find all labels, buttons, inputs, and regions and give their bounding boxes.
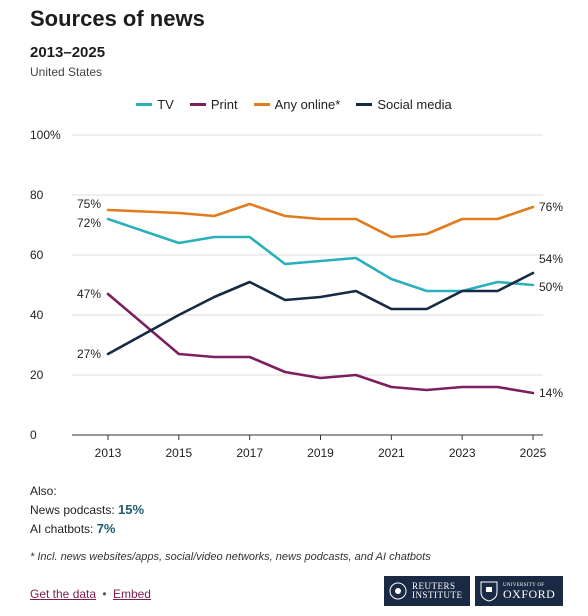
legend-label-tv: TV xyxy=(157,97,174,112)
legend-swatch-online xyxy=(253,103,270,106)
legend-swatch-print xyxy=(189,103,206,106)
also-row-chatbots: AI chatbots: 7% xyxy=(30,521,144,536)
legend-label-social: Social media xyxy=(377,97,452,112)
line-chart: 0 20 40 60 80 100% 2013 2015 2017 2019 2021 2023 202… xyxy=(30,128,563,460)
y-tick-label: 100% xyxy=(30,128,61,142)
y-tick-label: 20 xyxy=(30,368,44,382)
data-label-end-online: 76% xyxy=(539,200,563,214)
also-chatbots-value: 7% xyxy=(96,521,116,536)
x-tick-label: 2019 xyxy=(307,446,334,460)
reuters-emblem-icon xyxy=(389,582,407,600)
footer-links: Get the data • Embed xyxy=(30,587,151,601)
x-tick-label: 2021 xyxy=(378,446,405,460)
series-line-print xyxy=(106,292,535,395)
legend-label-print: Print xyxy=(210,97,238,112)
legend-label-online: Any online* xyxy=(274,97,341,112)
data-label-start-tv: 72% xyxy=(77,216,101,230)
also-chatbots-label: AI chatbots: xyxy=(30,522,97,536)
data-label-start-print: 47% xyxy=(77,287,101,301)
also-colon: : xyxy=(53,484,57,498)
get-data-link[interactable]: Get the data xyxy=(30,587,97,601)
legend-item-print[interactable]: Print xyxy=(189,97,238,112)
oxford-crest-icon xyxy=(480,581,498,602)
embed-link[interactable]: Embed xyxy=(112,587,151,601)
x-tick-label: 2015 xyxy=(165,446,192,460)
x-tick-label: 2017 xyxy=(236,446,263,460)
link-separator: • xyxy=(102,587,107,601)
x-tick-label: 2025 xyxy=(520,446,547,460)
chart-region: United States xyxy=(30,65,103,79)
series-line-social xyxy=(106,271,535,356)
also-section: Also: News podcasts: 15% AI chatbots: 7% xyxy=(30,484,144,536)
oxford-logo-line1: UNIVERSITY OF xyxy=(503,582,545,588)
x-tick-label: 2013 xyxy=(95,446,122,460)
oxford-logo-line2: OXFORD xyxy=(503,586,556,601)
y-tick-label: 60 xyxy=(30,248,44,262)
y-tick-label: 80 xyxy=(30,188,44,202)
also-podcasts-value: 15% xyxy=(118,502,145,517)
data-label-start-social: 27% xyxy=(77,347,101,361)
legend-item-social[interactable]: Social media xyxy=(356,97,452,112)
also-heading: Also: xyxy=(30,484,144,498)
data-label-end-social: 54% xyxy=(539,252,563,266)
y-tick-label: 40 xyxy=(30,308,44,322)
legend-swatch-social xyxy=(356,103,373,106)
chart-legend: TV Print Any online* Social media xyxy=(0,97,588,112)
y-tick-label: 0 xyxy=(30,428,37,442)
reuters-institute-logo[interactable]: REUTERS INSTITUTE xyxy=(384,576,470,606)
chart-title: Sources of news xyxy=(30,6,205,31)
legend-item-tv[interactable]: TV xyxy=(136,97,174,112)
data-label-start-online: 75% xyxy=(77,197,101,211)
chart-subtitle: 2013–2025 xyxy=(30,44,106,61)
also-row-podcasts: News podcasts: 15% xyxy=(30,502,144,517)
also-label: Also xyxy=(30,484,54,498)
reuters-logo-line1: REUTERS xyxy=(412,581,456,591)
series-line-online xyxy=(106,202,535,239)
reuters-logo-line2: INSTITUTE xyxy=(412,590,463,600)
footnote: * Incl. news websites/apps, social/video… xyxy=(30,551,431,563)
legend-item-online[interactable]: Any online* xyxy=(253,97,341,112)
legend-swatch-tv xyxy=(136,103,153,106)
also-podcasts-label: News podcasts: xyxy=(30,503,119,517)
data-label-end-tv: 50% xyxy=(539,280,563,294)
x-tick-label: 2023 xyxy=(449,446,476,460)
oxford-university-logo[interactable]: UNIVERSITY OF OXFORD xyxy=(475,576,563,606)
data-label-end-print: 14% xyxy=(539,386,563,400)
